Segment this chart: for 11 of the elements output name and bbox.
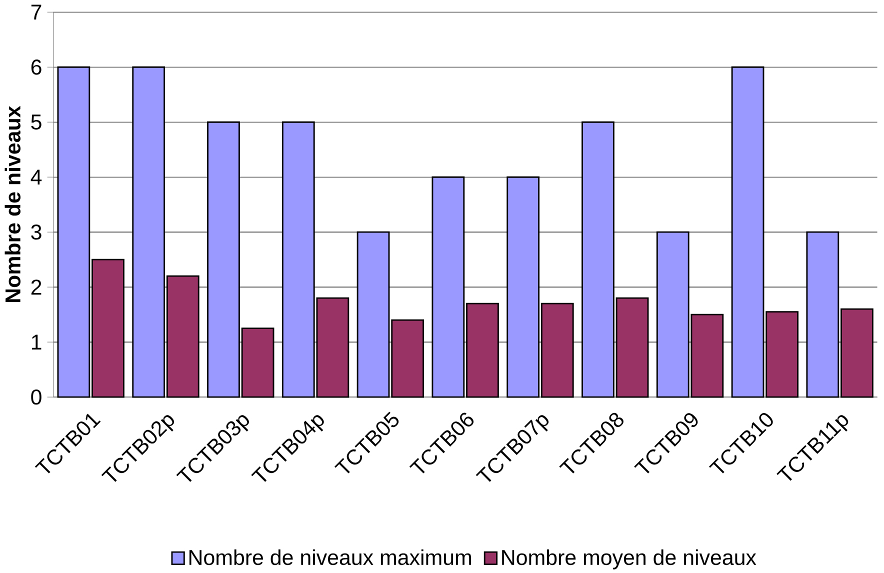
y-axis-title: Nombre de niveaux (4, 106, 21, 302)
y-tick-label: 6 (31, 60, 42, 75)
y-tick-label: 4 (30, 170, 42, 185)
y-tick-label: 3 (31, 224, 42, 240)
y-tick-label: 1 (32, 334, 42, 350)
legend-label: Nombre de niveaux maximum (189, 549, 471, 566)
legend-label: Nombre moyen de niveaux (502, 549, 756, 570)
y-tick-label: 0 (31, 390, 42, 405)
y-tick-label: 2 (31, 280, 42, 295)
y-tick-label: 7 (31, 4, 42, 20)
y-tick-label: 5 (31, 114, 42, 130)
